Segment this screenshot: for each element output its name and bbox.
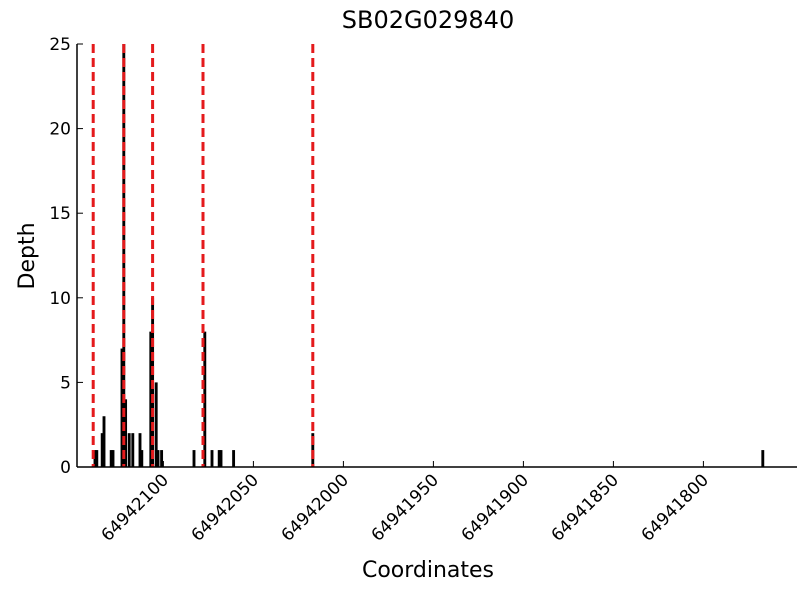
- bar: [95, 450, 99, 467]
- chart-title: SB02G029840: [342, 6, 514, 34]
- x-tick-label: 64941900: [458, 470, 533, 545]
- x-tick-label: 64941950: [368, 470, 443, 545]
- bar: [203, 331, 207, 467]
- x-tick-label: 64942100: [98, 470, 173, 545]
- y-tick-label: 5: [60, 373, 71, 393]
- bar: [149, 331, 153, 467]
- bar: [124, 399, 128, 467]
- bar: [154, 382, 158, 467]
- y-tick-label: 25: [49, 35, 71, 55]
- x-tick-label: 64941850: [548, 470, 623, 545]
- y-tick-label: 15: [49, 204, 71, 224]
- bar: [127, 433, 131, 467]
- y-tick-label: 0: [60, 458, 71, 478]
- bar: [131, 433, 135, 467]
- bar: [160, 450, 164, 467]
- x-tick-label: 64941800: [638, 470, 713, 545]
- bar: [140, 450, 144, 467]
- x-tick-label: 64942000: [278, 470, 353, 545]
- bar: [93, 450, 97, 467]
- bar: [109, 450, 113, 467]
- bar: [219, 450, 223, 467]
- bar: [138, 433, 142, 467]
- y-axis-label: Depth: [15, 222, 40, 289]
- x-axis-label: Coordinates: [362, 558, 494, 583]
- bar: [102, 416, 106, 467]
- y-tick-label: 10: [49, 289, 71, 309]
- bar: [761, 450, 765, 467]
- bar: [156, 450, 160, 467]
- y-tick-label: 20: [49, 120, 71, 140]
- bar: [120, 348, 124, 467]
- bar: [100, 433, 104, 467]
- bar: [210, 450, 214, 467]
- bar: [232, 450, 236, 467]
- bar: [192, 450, 196, 467]
- bar: [217, 450, 221, 467]
- x-tick-label: 64942050: [188, 470, 263, 545]
- bar: [111, 450, 115, 467]
